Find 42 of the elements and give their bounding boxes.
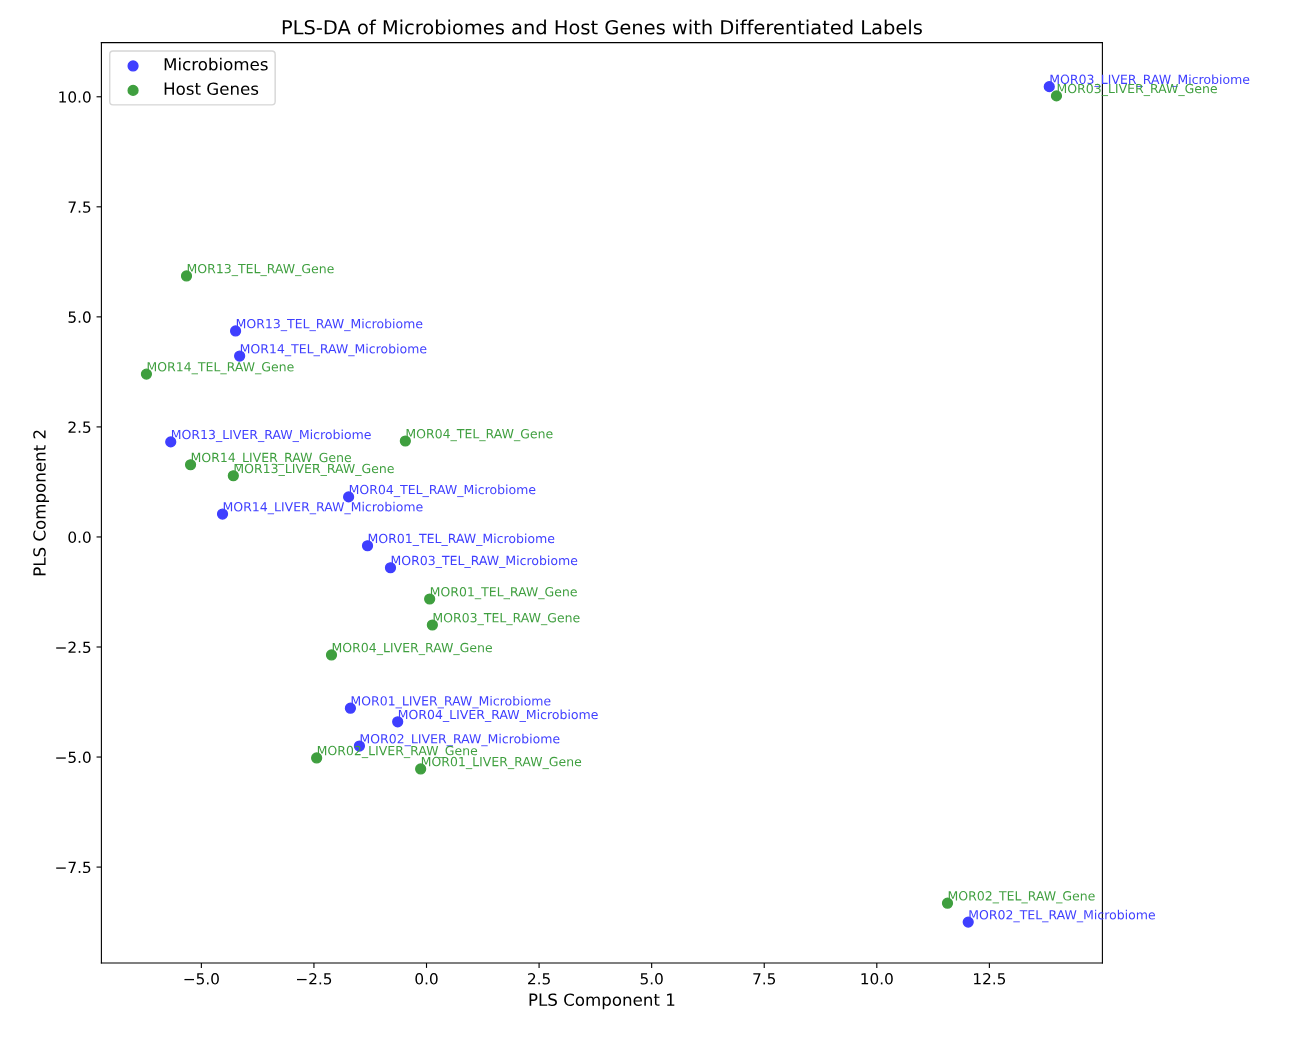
annotation: MOR04_TEL_RAW_Gene [406,428,553,442]
y-tick-label: 7.5 [68,201,91,213]
annotation: MOR04_LIVER_RAW_Gene [332,642,492,656]
y-tick-label: 2.5 [68,421,91,433]
annotation: MOR14_TEL_RAW_Microbiome [240,343,427,357]
annotation: MOR04_TEL_RAW_Microbiome [349,484,536,498]
annotation: MOR13_LIVER_RAW_Gene [234,463,394,476]
annotation: MOR03_TEL_RAW_Microbiome [391,555,578,568]
y-tick-label: 5.0 [68,311,91,323]
chart-title: PLS-DA of Microbiomes and Host Genes with Differentiated Labels [282,19,922,35]
x-tick-label: −5.0 [184,973,219,985]
y-axis-title: PLS Component 2 [33,430,50,576]
x-tick-label: 0.0 [415,973,438,985]
annotation: MOR03_TEL_RAW_Gene [433,612,580,626]
annotation: MOR13_TEL_RAW_Gene [187,263,334,277]
annotation: MOR04_LIVER_RAW_Microbiome [398,709,598,722]
annotation: MOR01_LIVER_RAW_Microbiome [351,695,551,709]
x-tick-label: 12.5 [974,973,1006,985]
y-tick-label: 0.0 [68,531,91,543]
x-tick-label: 7.5 [753,973,776,985]
annotation: MOR13_LIVER_RAW_Microbiome [171,429,371,443]
annotation: MOR01_TEL_RAW_Gene [430,586,577,600]
y-tick-label: −2.5 [56,641,91,654]
annotation: MOR01_LIVER_RAW_Gene [421,756,582,770]
annotation: MOR14_LIVER_RAW_Microbiome [223,501,423,515]
x-axis-title: PLS Component 1 [529,993,675,1010]
annotation: MOR02_LIVER_RAW_Gene [317,745,478,759]
y-tick-label: 10.0 [59,91,91,103]
legend-label: Microbiomes [164,57,268,71]
x-tick-label: 2.5 [528,973,550,985]
y-tick-label: −7.5 [56,861,91,874]
annotation: MOR02_LIVER_RAW_Microbiome [360,733,560,747]
annotation: MOR02_TEL_RAW_Gene [948,891,1095,904]
annotation: MOR14_TEL_RAW_Gene [147,362,294,375]
annotation: MOR14_LIVER_RAW_Gene [191,452,352,465]
x-tick-label: 5.0 [640,973,663,985]
x-tick-label: −2.5 [297,973,332,985]
x-tick-label: 10.0 [861,973,893,985]
legend-label: Host Genes [164,82,259,95]
y-tick-label: −5.0 [56,751,91,764]
annotation: MOR01_TEL_RAW_Microbiome [368,533,555,546]
annotation: MOR13_TEL_RAW_Microbiome [236,318,423,332]
